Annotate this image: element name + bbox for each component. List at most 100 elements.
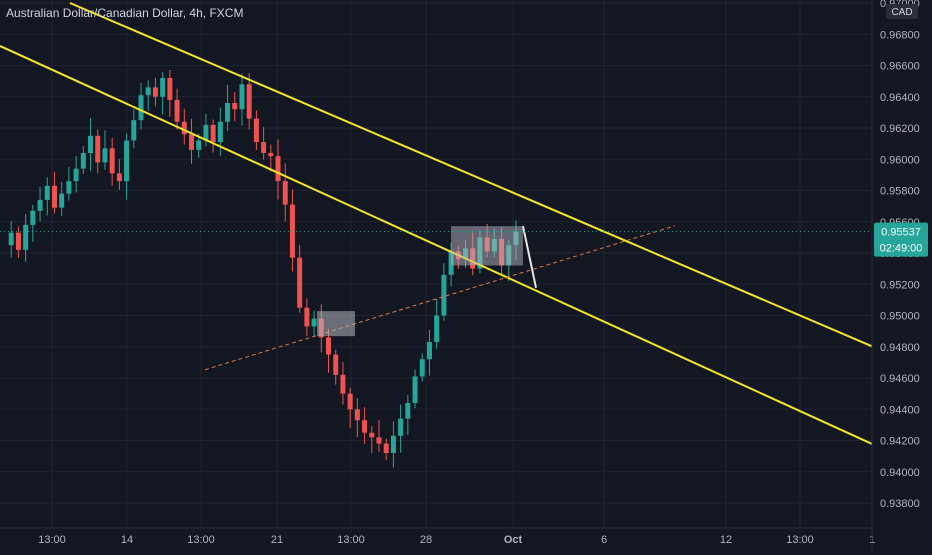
candle-body bbox=[253, 118, 259, 143]
resistance-zone-box[interactable] bbox=[451, 226, 523, 266]
candle-body bbox=[412, 376, 418, 403]
y-tick-label: 0.95000 bbox=[880, 311, 920, 323]
x-tick-label: 12 bbox=[720, 534, 732, 546]
bar-countdown-label: 02:49:00 bbox=[880, 243, 923, 255]
candle-body bbox=[116, 173, 122, 182]
x-tick-label: 13:00 bbox=[337, 534, 365, 546]
candle-body bbox=[181, 121, 187, 135]
y-tick-label: 0.96000 bbox=[880, 154, 920, 166]
y-tick-label: 0.93800 bbox=[880, 498, 920, 510]
candle-body bbox=[326, 337, 332, 355]
candle-body bbox=[73, 168, 79, 182]
candle-body bbox=[217, 121, 223, 143]
y-tick-label: 0.95800 bbox=[880, 186, 920, 198]
candle-body bbox=[30, 210, 36, 225]
candle-body bbox=[59, 193, 65, 208]
candle-body bbox=[210, 124, 216, 143]
candle-body bbox=[188, 134, 194, 150]
candle-body bbox=[37, 199, 43, 211]
y-tick-label: 0.95200 bbox=[880, 279, 920, 291]
candle-body bbox=[23, 224, 29, 250]
x-tick-label: Oct bbox=[504, 534, 523, 546]
projection-leg[interactable] bbox=[522, 225, 537, 289]
candle-body bbox=[340, 374, 346, 394]
candle-body bbox=[383, 443, 389, 453]
candle-body bbox=[8, 232, 14, 246]
x-tick-label: 14 bbox=[121, 534, 133, 546]
currency-label: CAD bbox=[891, 7, 912, 18]
candle-body bbox=[419, 359, 425, 377]
candle-body bbox=[441, 274, 447, 316]
y-tick-label: 0.94800 bbox=[880, 342, 920, 354]
grid bbox=[0, 0, 873, 528]
y-tick-label: 0.96400 bbox=[880, 92, 920, 104]
candle-body bbox=[333, 354, 339, 375]
y-tick-label: 0.96600 bbox=[880, 61, 920, 73]
candle-body bbox=[145, 87, 151, 96]
candle-body bbox=[376, 437, 382, 444]
candle-body bbox=[239, 84, 245, 110]
candle-body bbox=[354, 409, 360, 421]
y-tick-label: 0.94400 bbox=[880, 404, 920, 416]
candle-body bbox=[232, 103, 238, 110]
x-tick-label: 13:00 bbox=[38, 534, 66, 546]
y-tick-label: 0.96200 bbox=[880, 123, 920, 135]
candle-body bbox=[15, 232, 21, 250]
candle-body bbox=[261, 142, 267, 153]
lower-trendline[interactable] bbox=[0, 45, 873, 445]
candle-body bbox=[88, 135, 94, 153]
candle-body bbox=[160, 78, 166, 97]
candle-body bbox=[66, 181, 72, 194]
candle-body bbox=[390, 435, 396, 453]
y-tick-label: 0.96800 bbox=[880, 29, 920, 41]
candle-body bbox=[347, 393, 353, 410]
candle-body bbox=[138, 95, 144, 121]
support-zone-box[interactable] bbox=[317, 311, 355, 337]
x-tick-label: 13:00 bbox=[786, 534, 814, 546]
upper-trendline[interactable] bbox=[69, 2, 873, 348]
candle-body bbox=[362, 420, 368, 433]
y-tick-label: 0.94200 bbox=[880, 436, 920, 448]
x-tick-label: 21 bbox=[271, 534, 283, 546]
y-tick-label: 0.94600 bbox=[880, 373, 920, 385]
candle-body bbox=[51, 185, 57, 208]
candle-body bbox=[196, 140, 202, 150]
candle-body bbox=[44, 185, 50, 200]
candle-body bbox=[225, 103, 231, 122]
candle-body bbox=[275, 156, 281, 182]
drawings[interactable] bbox=[0, 2, 873, 445]
axes: 0.970000.968000.966000.964000.962000.960… bbox=[0, 0, 920, 550]
dashed-projection-line[interactable] bbox=[204, 225, 676, 371]
candle-body bbox=[131, 120, 137, 141]
candle-body bbox=[426, 342, 432, 360]
symbol-title: Australian Dollar/Canadian Dollar, 4h, F… bbox=[6, 6, 244, 20]
candles bbox=[8, 69, 519, 468]
x-tick-label: 6 bbox=[601, 534, 607, 546]
candle-body bbox=[102, 148, 108, 163]
last-price-badge bbox=[874, 222, 928, 257]
candle-body bbox=[174, 99, 180, 122]
candle-body bbox=[297, 257, 303, 308]
price-labels: CAD 0.95537 02:49:00 bbox=[0, 4, 928, 257]
candle-body bbox=[167, 78, 173, 100]
x-tick-label: 13:00 bbox=[187, 534, 215, 546]
candle-body bbox=[268, 153, 274, 157]
candle-body bbox=[80, 153, 86, 169]
candle-body bbox=[282, 181, 288, 205]
candle-body bbox=[124, 140, 130, 182]
x-tick-label: 28 bbox=[420, 534, 432, 546]
candle-body bbox=[405, 403, 411, 419]
candle-body bbox=[246, 84, 252, 119]
candle-body bbox=[95, 135, 101, 163]
candle-body bbox=[398, 418, 404, 436]
candle-body bbox=[203, 124, 209, 141]
currency-badge bbox=[886, 4, 918, 19]
last-price-label: 0.95537 bbox=[881, 227, 921, 239]
candle-body bbox=[369, 432, 375, 438]
candle-body bbox=[152, 87, 158, 97]
y-tick-label: 0.94000 bbox=[880, 467, 920, 479]
candle-body bbox=[109, 148, 115, 174]
candle-body bbox=[304, 307, 310, 327]
